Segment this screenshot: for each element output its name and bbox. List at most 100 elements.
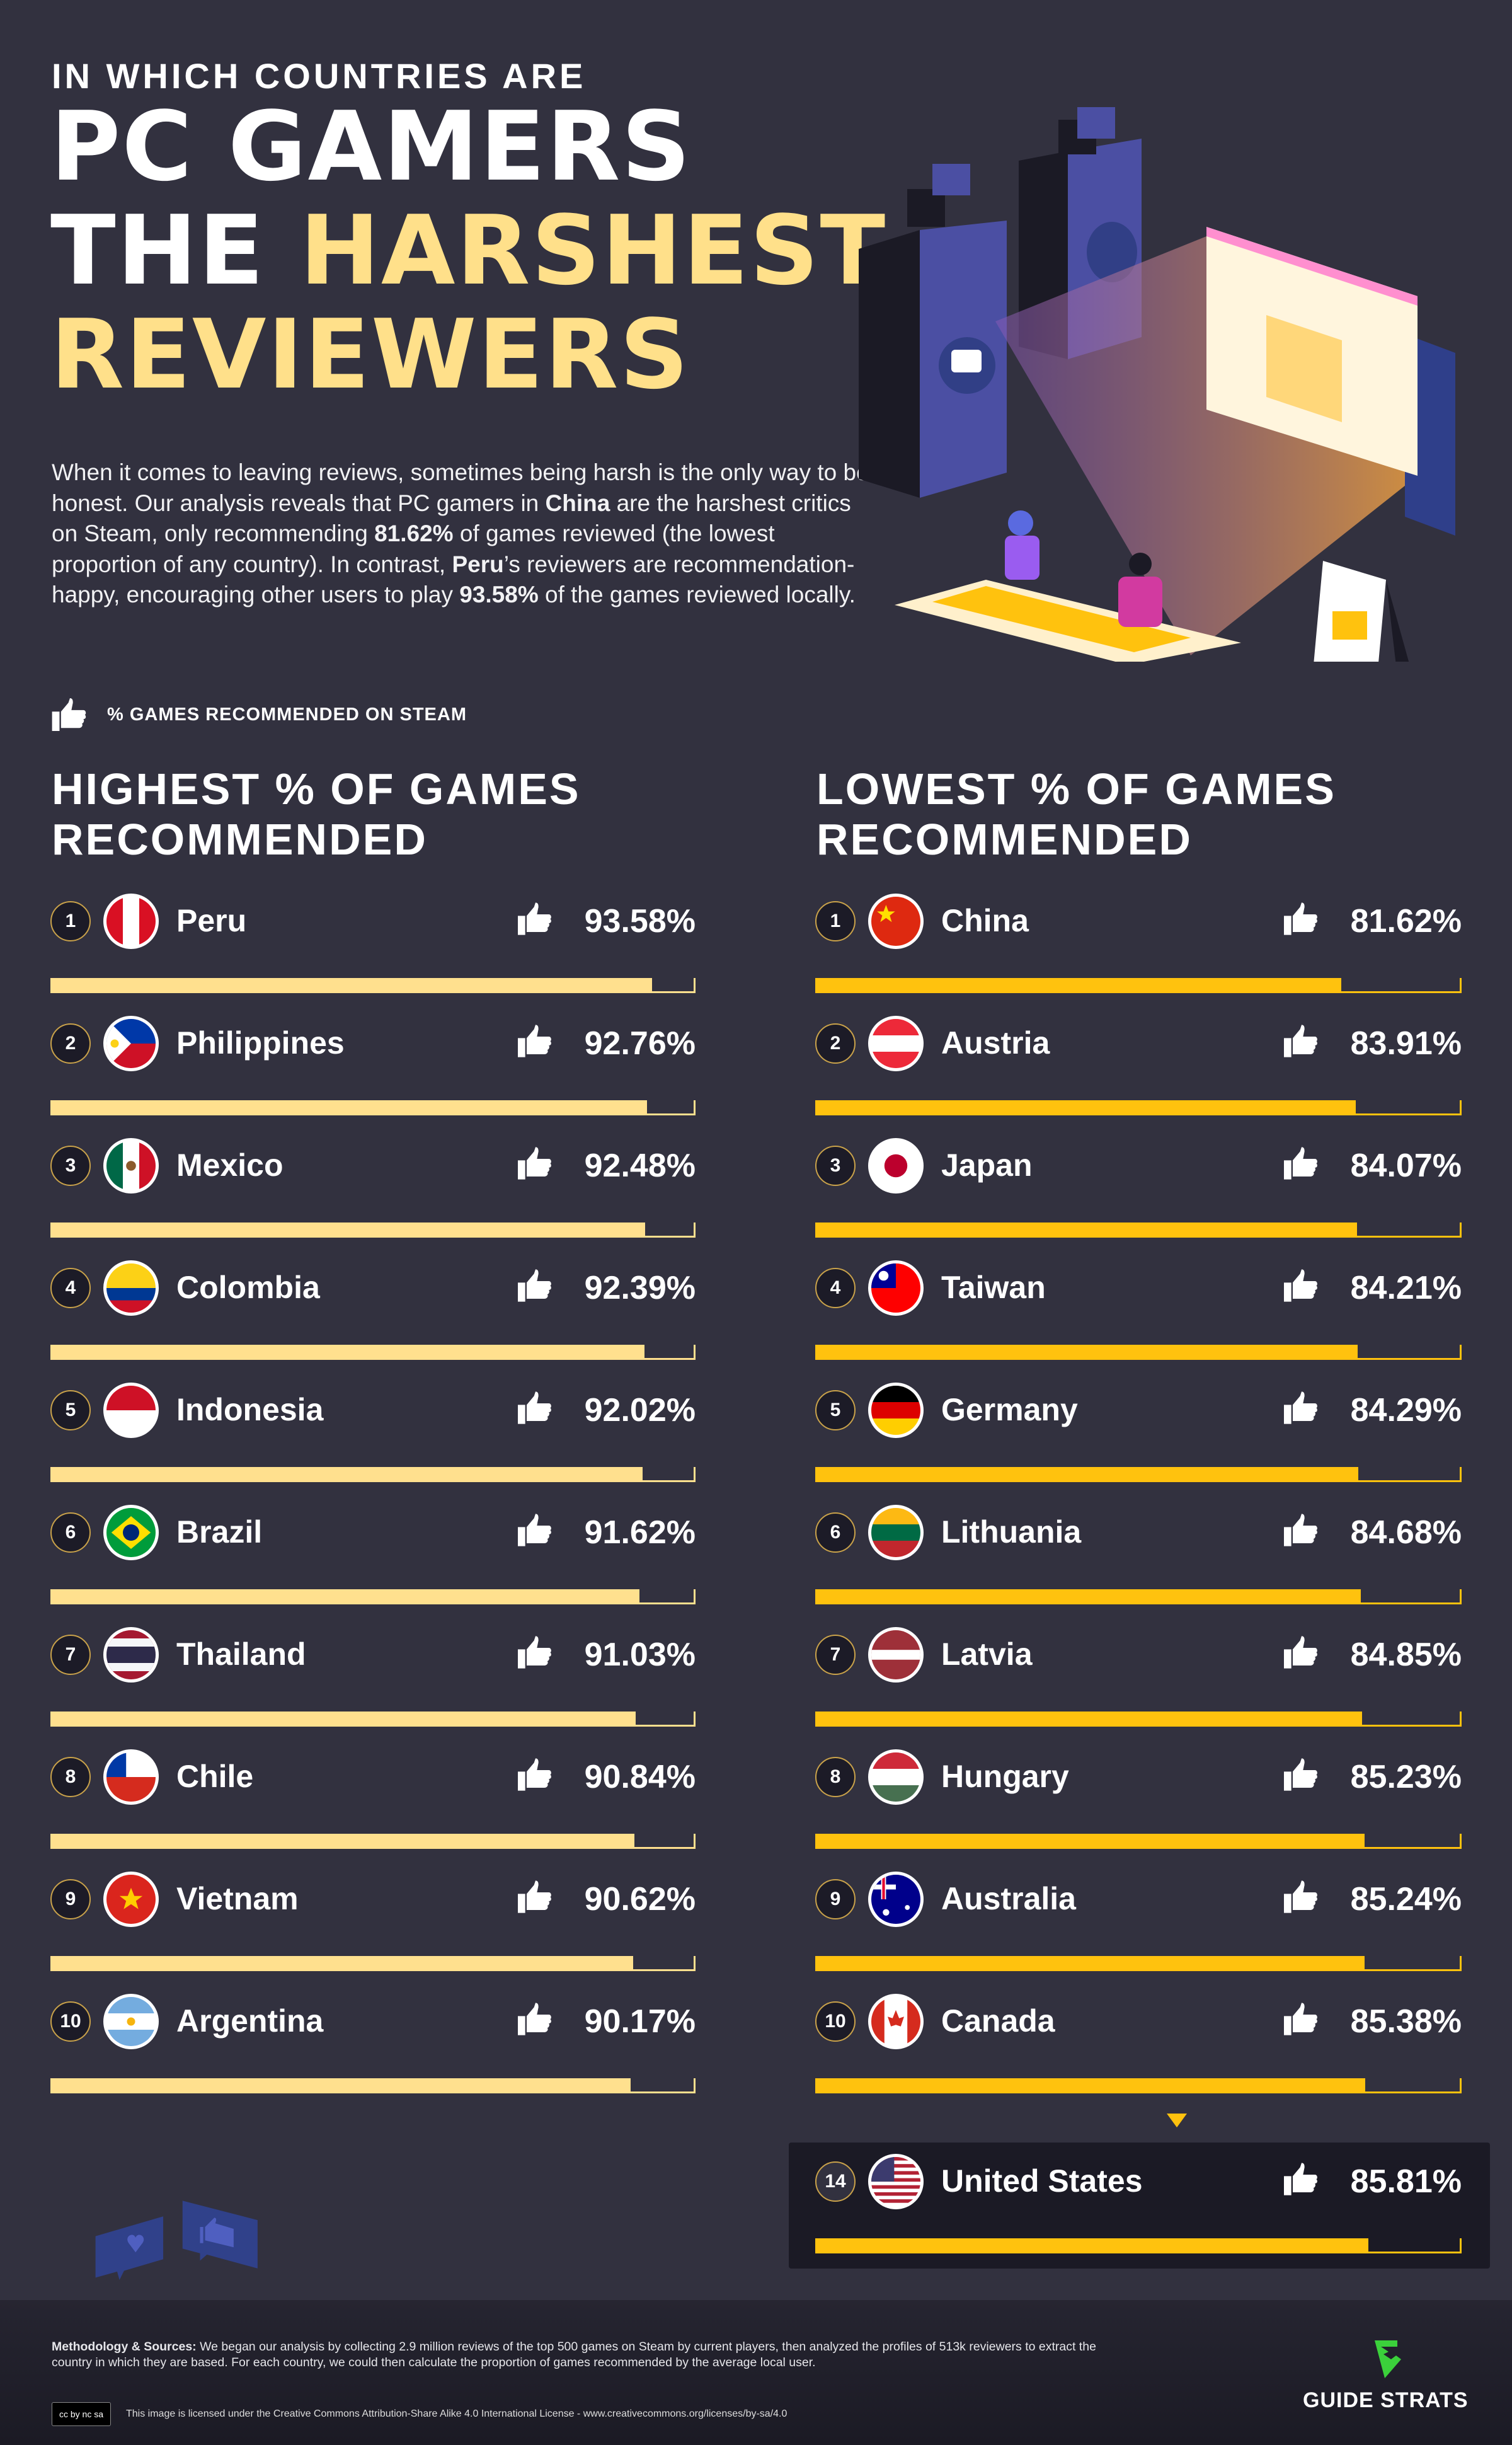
title-the: THE bbox=[50, 195, 300, 306]
bar-track bbox=[50, 1834, 696, 1849]
bar-fill bbox=[50, 1100, 648, 1115]
country-row-china: 1 China 81.62% bbox=[815, 894, 1462, 1015]
rank-badge: 6 bbox=[815, 1512, 856, 1553]
rank-badge: 3 bbox=[815, 1146, 856, 1186]
country-row-latvia: 7 Latvia 84.85% bbox=[815, 1627, 1462, 1748]
bar-track bbox=[815, 1834, 1462, 1849]
intro-bold: Peru bbox=[452, 551, 504, 577]
bar-fill bbox=[815, 1712, 1362, 1727]
bar-fill bbox=[815, 1834, 1365, 1849]
bar-track bbox=[815, 1712, 1462, 1727]
hero-illustration bbox=[859, 107, 1455, 662]
bar-fill bbox=[815, 1100, 1356, 1115]
country-name: United States bbox=[941, 2163, 1143, 2199]
country-row-argentina: 10 Argentina 90.17% bbox=[50, 1994, 696, 2115]
rank-badge: 14 bbox=[815, 2161, 856, 2202]
rank-badge: 1 bbox=[50, 901, 91, 941]
thumbs-bubble-icon bbox=[182, 2200, 258, 2269]
percentage-value: 84.07% bbox=[1350, 1148, 1462, 1184]
bar-fill bbox=[815, 1956, 1365, 1971]
country-name: Colombia bbox=[176, 1270, 320, 1305]
country-row-mexico: 3 Mexico 92.48% bbox=[50, 1138, 696, 1259]
intro-text: ’s reviewers are recommendation-happy, e… bbox=[52, 551, 855, 608]
thumbs-up-icon bbox=[1284, 1391, 1319, 1427]
country-row-philippines: 2 Philippines 92.76% bbox=[50, 1016, 696, 1137]
bar-fill bbox=[50, 1712, 636, 1727]
country-row-taiwan: 4 Taiwan 84.21% bbox=[815, 1260, 1462, 1381]
bar-track bbox=[50, 1100, 696, 1115]
bar-fill bbox=[815, 2078, 1366, 2093]
bar-track bbox=[815, 1589, 1462, 1604]
thumbs-up-icon bbox=[1284, 902, 1319, 938]
title-line-1: PC GAMERS bbox=[50, 91, 692, 202]
country-name: Austria bbox=[941, 1025, 1050, 1061]
brand-name: GUIDE STRATS bbox=[1303, 2388, 1469, 2412]
methodology-text: Methodology & Sources: We began our anal… bbox=[52, 2339, 1123, 2371]
thumbs-up-icon bbox=[1284, 2003, 1319, 2038]
mexico-flag-icon bbox=[103, 1138, 159, 1194]
bar-track bbox=[50, 978, 696, 993]
intro-bold: 93.58% bbox=[459, 582, 539, 607]
thumbs-up-icon bbox=[1284, 1147, 1319, 1182]
country-row-canada: 10 Canada 85.38% bbox=[815, 1994, 1462, 2115]
argentina-flag-icon bbox=[103, 1994, 159, 2049]
country-name: Thailand bbox=[176, 1637, 306, 1672]
bar-fill bbox=[50, 1834, 635, 1849]
austria-flag-icon bbox=[868, 1016, 924, 1071]
bar-track bbox=[50, 2078, 696, 2093]
kicker-text: IN WHICH COUNTRIES ARE bbox=[52, 56, 587, 96]
united-states-flag-icon bbox=[868, 2154, 924, 2209]
rank-badge: 2 bbox=[50, 1023, 91, 1064]
bar-fill bbox=[50, 1345, 645, 1360]
bar-track bbox=[815, 978, 1462, 993]
country-name: Germany bbox=[941, 1392, 1078, 1427]
vietnam-flag-icon bbox=[103, 1872, 159, 1927]
thumbs-up-sign-icon bbox=[1314, 561, 1409, 662]
reaction-bubbles-illustration bbox=[95, 2200, 258, 2281]
country-name: Indonesia bbox=[176, 1392, 324, 1427]
country-row-indonesia: 5 Indonesia 92.02% bbox=[50, 1383, 696, 1504]
thumbs-up-icon bbox=[518, 1391, 553, 1427]
footer bbox=[0, 2300, 1512, 2445]
bar-track bbox=[50, 1956, 696, 1971]
lithuania-flag-icon bbox=[868, 1505, 924, 1560]
percentage-value: 85.23% bbox=[1350, 1759, 1462, 1795]
title-line-3: REVIEWERS bbox=[50, 299, 690, 410]
thumbs-up-icon bbox=[518, 1636, 553, 1671]
thumbs-up-icon bbox=[518, 1758, 553, 1793]
percentage-value: 85.38% bbox=[1350, 2003, 1462, 2040]
rank-badge: 3 bbox=[50, 1146, 91, 1186]
person-pointing-icon bbox=[1005, 510, 1040, 580]
title-harshest: HARSHEST bbox=[299, 195, 887, 306]
country-row-australia: 9 Australia 85.24% bbox=[815, 1872, 1462, 1993]
percentage-value: 93.58% bbox=[584, 903, 696, 940]
rank-badge: 5 bbox=[50, 1390, 91, 1430]
thumbs-up-icon bbox=[52, 698, 86, 731]
bar-track bbox=[50, 1712, 696, 1727]
country-name: Chile bbox=[176, 1759, 254, 1794]
percentage-value: 85.24% bbox=[1350, 1881, 1462, 1918]
country-row-lithuania: 6 Lithuania 84.68% bbox=[815, 1505, 1462, 1626]
percentage-value: 90.84% bbox=[584, 1759, 696, 1795]
methodology-label: Methodology & Sources: bbox=[52, 2340, 197, 2354]
country-name: Canada bbox=[941, 2003, 1055, 2039]
australia-flag-icon bbox=[868, 1872, 924, 1927]
intro-text: of games reviewed (the lowest proportion… bbox=[52, 521, 775, 577]
country-row-germany: 5 Germany 84.29% bbox=[815, 1383, 1462, 1504]
pixel-tower-left-icon bbox=[859, 164, 1007, 498]
bar-fill bbox=[815, 1467, 1359, 1482]
license-text[interactable]: This image is licensed under the Creativ… bbox=[126, 2408, 788, 2419]
percentage-value: 84.29% bbox=[1350, 1392, 1462, 1429]
intro-bold: 81.62% bbox=[374, 521, 454, 546]
bar-track bbox=[815, 1345, 1462, 1360]
thumbs-up-icon bbox=[1284, 2163, 1319, 2198]
percentage-value: 90.17% bbox=[584, 2003, 696, 2040]
country-name: Peru bbox=[176, 903, 247, 938]
rank-badge: 1 bbox=[815, 901, 856, 941]
bar-track bbox=[815, 2238, 1462, 2253]
bar-track bbox=[815, 1222, 1462, 1238]
rank-badge: 5 bbox=[815, 1390, 856, 1430]
country-name: Argentina bbox=[176, 2003, 324, 2039]
percentage-value: 90.62% bbox=[584, 1881, 696, 1918]
thumbs-up-icon bbox=[518, 1880, 553, 1916]
